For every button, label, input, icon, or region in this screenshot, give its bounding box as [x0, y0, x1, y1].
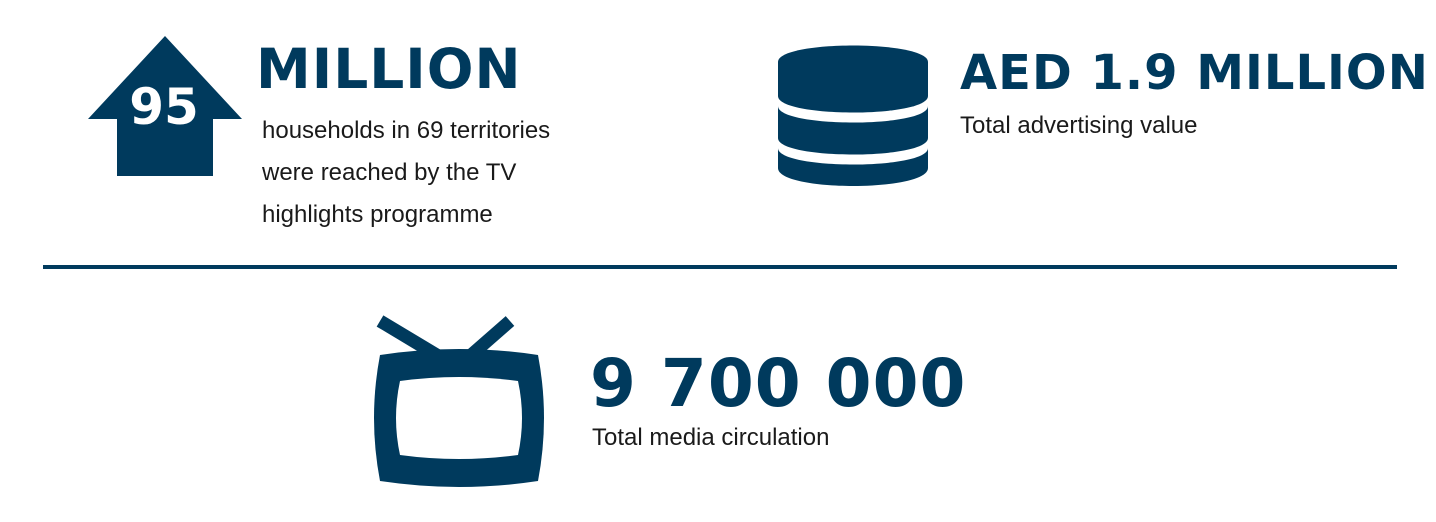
tv-icon	[374, 315, 544, 487]
advertising-value: AED 1.9 MILLION	[960, 45, 1429, 101]
households-description: households in 69 territories were reache…	[262, 110, 550, 236]
media-value: 9 700 000	[590, 345, 967, 422]
households-description-line-3: highlights programme	[262, 201, 493, 228]
section-divider	[43, 265, 1397, 269]
house-icon: 95	[88, 36, 242, 176]
households-description-line-1: households in 69 territories	[262, 117, 551, 144]
households-value: MILLION	[256, 37, 522, 101]
house-icon-number: 95	[129, 78, 199, 136]
database-coins-icon	[778, 45, 928, 186]
households-description-line-2: were reached by the TV	[262, 159, 517, 186]
advertising-description: Total advertising value	[960, 112, 1198, 139]
media-description: Total media circulation	[592, 424, 830, 451]
